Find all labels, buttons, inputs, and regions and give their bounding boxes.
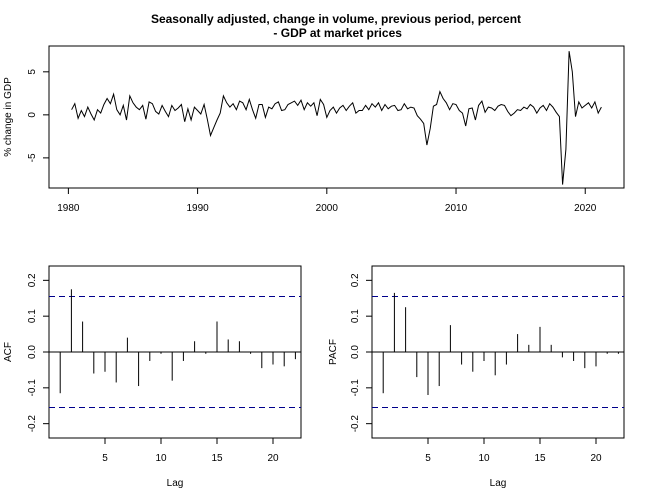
gdp-x-axis: 1980 1990 2000 2010 2020	[57, 187, 597, 214]
pacf-chart: 5 10 15 20 -0.2 -0.1 0.0 0.1 0.2 PACF Lag	[328, 265, 625, 489]
gdp-plot-frame	[48, 45, 625, 189]
acf-x-tick-label: 10	[155, 453, 167, 464]
pacf-y-tick-label: 0.1	[350, 309, 361, 323]
acf-marks	[49, 289, 301, 409]
acf-y-tick-label: -0.1	[27, 379, 38, 397]
gdp-y-axis: -5 0 5	[27, 69, 50, 162]
pacf-y-tick-label: 0.2	[350, 273, 361, 287]
pacf-x-tick-label: 10	[478, 453, 490, 464]
acf-x-axis-label: Lag	[167, 478, 184, 489]
pacf-y-tick-label: 0.0	[350, 345, 361, 359]
pacf-x-axis-label: Lag	[490, 478, 507, 489]
acf-y-tick-label: 0.2	[27, 273, 38, 287]
gdp-x-tick-label: 2010	[445, 203, 468, 214]
pacf-y-axis-label: PACF	[328, 339, 339, 365]
acf-x-tick-label: 15	[211, 453, 223, 464]
acf-y-tick-label: 0.1	[27, 309, 38, 323]
pacf-y-axis: -0.2 -0.1 0.0 0.1 0.2	[350, 273, 373, 433]
acf-y-tick-label: -0.2	[27, 415, 38, 433]
acf-x-tick-label: 5	[102, 453, 108, 464]
gdp-y-tick-label: 5	[27, 69, 38, 75]
acf-y-tick-label: 0.0	[27, 345, 38, 359]
acf-chart: 5 10 15 20 -0.2 -0.1 0.0 0.1 0.2 ACF Lag	[3, 265, 302, 489]
acf-y-axis: -0.2 -0.1 0.0 0.1 0.2	[27, 273, 50, 433]
chart-title-line-1: Seasonally adjusted, change in volume, p…	[151, 12, 521, 26]
acf-x-tick-label: 20	[267, 453, 279, 464]
acf-x-axis: 5 10 15 20	[102, 437, 279, 464]
pacf-x-axis: 5 10 15 20	[425, 437, 602, 464]
pacf-x-tick-label: 15	[534, 453, 546, 464]
gdp-x-tick-label: 1980	[57, 203, 80, 214]
gdp-x-tick-label: 2020	[574, 203, 597, 214]
gdp-y-tick-label: 0	[27, 112, 38, 118]
gdp-series-line	[71, 51, 602, 185]
acf-y-axis-label: ACF	[3, 342, 14, 362]
gdp-y-axis-label: % change in GDP	[3, 77, 14, 157]
gdp-y-tick-label: -5	[27, 153, 38, 162]
pacf-x-tick-label: 20	[590, 453, 602, 464]
pacf-x-tick-label: 5	[425, 453, 431, 464]
chart-title-line-2: - GDP at market prices	[270, 26, 402, 40]
pacf-y-tick-label: -0.2	[350, 415, 361, 433]
gdp-x-tick-label: 1990	[186, 203, 209, 214]
gdp-x-tick-label: 2000	[316, 203, 339, 214]
pacf-y-tick-label: -0.1	[350, 379, 361, 397]
pacf-marks	[372, 292, 624, 409]
gdp-chart: Seasonally adjusted, change in volume, p…	[3, 12, 625, 214]
